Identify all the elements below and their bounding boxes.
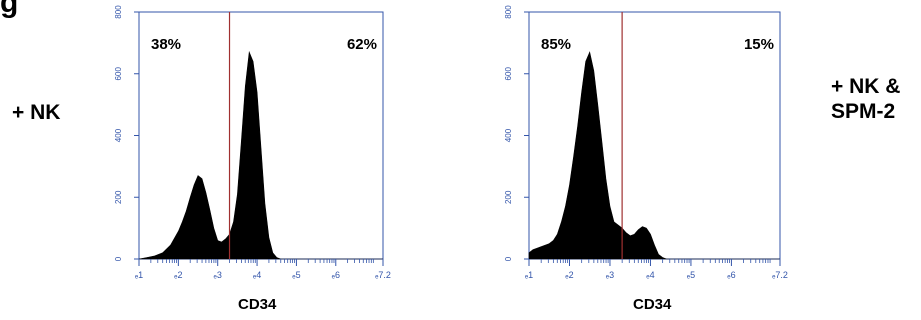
y-tick-label-right: 800 <box>504 5 513 19</box>
panel-letter: g <box>0 0 19 19</box>
x-tick-label-left: ₑ5 <box>292 270 300 280</box>
x-tick-label-left: ₑ4 <box>253 270 261 280</box>
gate-percent-right-left: 62% <box>347 36 377 53</box>
y-tick-label-right: 400 <box>504 128 513 142</box>
condition-label-line1: + NK & <box>831 75 901 98</box>
y-tick-label-right: 600 <box>504 67 513 81</box>
condition-label-nk: + NK <box>12 101 61 124</box>
x-tick-label-left: ₑ1 <box>135 270 143 280</box>
x-tick-label-right: ₑ1 <box>525 270 533 280</box>
x-tick-label-left: ₑ2 <box>174 270 182 280</box>
y-tick-label-left: 400 <box>114 128 123 142</box>
x-axis-label-left: CD34 <box>238 296 277 313</box>
y-tick-label-left: 0 <box>114 256 123 261</box>
gate-percent-right-right: 15% <box>744 36 774 53</box>
histogram-right <box>528 51 780 260</box>
x-tick-label-right: ₑ5 <box>687 270 695 280</box>
x-tick-label-right: ₑ7.2 <box>772 270 788 280</box>
x-tick-label-left: ₑ7.2 <box>375 270 391 280</box>
condition-label-line2: SPM-2 <box>831 100 896 124</box>
y-tick-label-right: 200 <box>504 190 513 204</box>
y-tick-label-left: 800 <box>114 5 123 19</box>
y-tick-label-left: 600 <box>114 67 123 81</box>
condition-label-nk-spm2: + NK & SPM-2 <box>831 74 900 124</box>
x-axis-label-right: CD34 <box>633 296 672 313</box>
histogram-left <box>138 50 383 260</box>
x-tick-label-right: ₑ2 <box>565 270 573 280</box>
x-tick-label-right: ₑ4 <box>646 270 654 280</box>
x-tick-label-left: ₑ6 <box>332 270 340 280</box>
x-tick-label-right: ₑ3 <box>606 270 614 280</box>
y-tick-label-right: 0 <box>504 256 513 261</box>
y-tick-label-left: 200 <box>114 190 123 204</box>
x-tick-label-left: ₑ3 <box>214 270 222 280</box>
gate-percent-left-left: 38% <box>151 36 181 53</box>
gate-percent-left-right: 85% <box>541 36 571 53</box>
x-tick-label-right: ₑ6 <box>727 270 735 280</box>
